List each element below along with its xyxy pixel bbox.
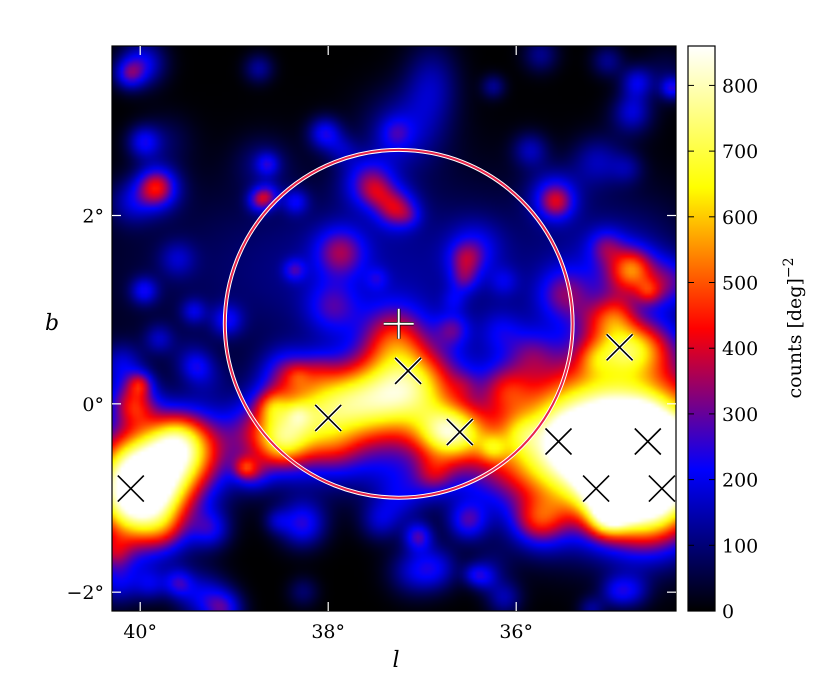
- x-marker: [313, 403, 343, 433]
- colorbar-tick-label: 600: [722, 207, 758, 229]
- x-marker: [605, 333, 634, 362]
- x-marker: [445, 417, 475, 447]
- x-marker: [393, 356, 423, 386]
- x-marker: [544, 427, 573, 456]
- y-tick-label: −2°: [66, 582, 104, 604]
- region-circle: [223, 148, 574, 499]
- colorbar-tick-label: 200: [722, 470, 758, 492]
- y-tick-label: 2°: [82, 206, 104, 228]
- colorbar-ticks: 800 700 600 500 400 300 200 100 0: [688, 75, 758, 623]
- plus-marker: [383, 308, 414, 339]
- plot-frame: [111, 45, 677, 612]
- overlay-layer: [116, 147, 676, 503]
- x-marker: [116, 474, 146, 503]
- x-tick-label: 36°: [499, 621, 533, 643]
- x-marker: [633, 427, 663, 456]
- colorbar: [687, 45, 716, 612]
- colorbar-tick-label: 300: [722, 404, 758, 426]
- y-axis-label: b: [45, 311, 59, 336]
- x-axis: 40° 38° 36°: [123, 46, 533, 643]
- y-axis: 2° 0° −2°: [66, 206, 676, 604]
- colorbar-tick-label: 100: [722, 535, 758, 557]
- colorbar-tick-label: 800: [722, 75, 758, 97]
- colorbar-tick-label: 0: [722, 601, 734, 623]
- colorbar-label: counts [deg]−2: [781, 257, 806, 398]
- x-tick-label: 40°: [123, 621, 157, 643]
- x-marker: [581, 474, 611, 503]
- x-tick-label: 38°: [311, 621, 345, 643]
- x-marker: [647, 474, 676, 503]
- colorbar-tick-label: 500: [722, 273, 758, 295]
- heatmap-raster: [112, 46, 676, 611]
- colorbar-tick-label: 700: [722, 141, 758, 163]
- colorbar-tick-label: 400: [722, 338, 758, 360]
- y-tick-label: 0°: [82, 394, 104, 416]
- x-axis-label: l: [392, 648, 399, 673]
- heatmap-image: [112, 46, 676, 611]
